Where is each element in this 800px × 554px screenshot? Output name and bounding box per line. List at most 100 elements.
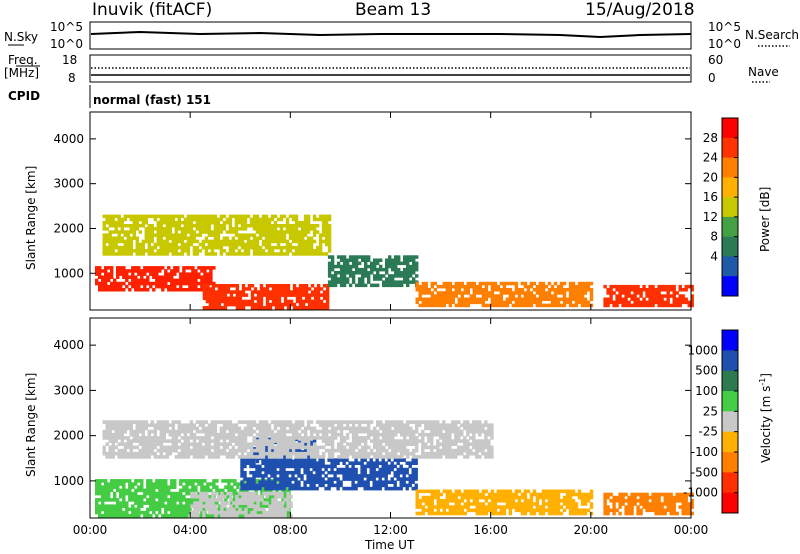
scatter-cell bbox=[274, 510, 278, 515]
scatter-cell bbox=[252, 439, 257, 443]
scatter-cell bbox=[202, 510, 206, 515]
scatter-cell bbox=[388, 255, 392, 259]
scatter-cell bbox=[306, 439, 311, 443]
scatter-cell bbox=[102, 214, 106, 219]
scatter-cell bbox=[152, 494, 156, 499]
nave-tick-bottom: 0 bbox=[708, 71, 716, 85]
scatter-cell bbox=[134, 482, 138, 486]
scatter-cell bbox=[144, 439, 148, 443]
scatter-cell bbox=[466, 502, 470, 506]
scatter-cell bbox=[427, 455, 431, 459]
scatter-cell bbox=[280, 306, 285, 310]
scatter-cell bbox=[107, 513, 111, 518]
scatter-cell bbox=[267, 426, 272, 431]
scatter-cell bbox=[406, 280, 410, 284]
scatter-cell bbox=[282, 442, 287, 446]
scatter-cell bbox=[271, 290, 276, 294]
scatter-cell bbox=[297, 432, 302, 437]
scatter-cell bbox=[180, 448, 185, 453]
scatter-cell bbox=[690, 297, 694, 301]
scatter-cell bbox=[264, 252, 269, 256]
scatter-cell bbox=[615, 303, 619, 308]
scatter-cell bbox=[451, 442, 455, 446]
scatter-cell bbox=[179, 513, 183, 518]
freq-tick-bottom: 8 bbox=[68, 71, 76, 85]
scatter-cell bbox=[430, 303, 434, 308]
scatter-cell bbox=[361, 271, 365, 275]
scatter-cell bbox=[475, 492, 479, 497]
scatter-cell bbox=[399, 477, 403, 481]
scatter-cell bbox=[270, 217, 275, 222]
scatter-cell bbox=[179, 288, 183, 292]
scatter-cell bbox=[165, 448, 169, 453]
scatter-cell bbox=[241, 498, 245, 502]
scatter-cell bbox=[457, 288, 461, 292]
scatter-cell bbox=[357, 283, 362, 288]
scatter-cell bbox=[376, 420, 380, 424]
scatter-cell bbox=[153, 432, 157, 437]
scatter-cell bbox=[454, 442, 458, 446]
scatter-cell bbox=[364, 445, 368, 450]
scatter-cell bbox=[469, 423, 473, 427]
scatter-cell bbox=[505, 303, 510, 308]
scatter-cell bbox=[402, 458, 406, 462]
scatter-cell bbox=[168, 233, 172, 237]
scatter-cell bbox=[291, 233, 296, 237]
y-tick-label: 3000 bbox=[53, 177, 84, 191]
scatter-cell bbox=[137, 272, 141, 276]
scatter-cell bbox=[265, 501, 269, 505]
scatter-cell bbox=[351, 420, 356, 424]
scatter-cell bbox=[201, 214, 206, 219]
scatter-cell bbox=[198, 445, 203, 450]
scatter-cell bbox=[116, 288, 120, 292]
scatter-cell bbox=[246, 442, 251, 446]
scatter-cell bbox=[384, 464, 388, 469]
scatter-cell bbox=[120, 436, 124, 440]
scatter-cell bbox=[505, 288, 510, 292]
scatter-cell bbox=[354, 477, 358, 481]
scatter-cell bbox=[244, 302, 249, 307]
scatter-cell bbox=[223, 494, 227, 499]
scatter-cell bbox=[319, 306, 324, 310]
scatter-cell bbox=[364, 420, 368, 424]
scatter-cell bbox=[294, 459, 299, 464]
scatter-cell bbox=[645, 300, 649, 305]
scatter-cell bbox=[146, 288, 150, 292]
scatter-cell bbox=[297, 252, 302, 256]
scatter-cell bbox=[249, 477, 253, 481]
scatter-cell bbox=[182, 488, 186, 493]
scatter-cell bbox=[394, 432, 398, 437]
scatter-cell bbox=[164, 494, 168, 499]
scatter-cell bbox=[261, 220, 266, 225]
scatter-cell bbox=[162, 242, 166, 247]
scatter-cell bbox=[259, 498, 263, 502]
scatter-cell bbox=[442, 505, 446, 509]
scatter-cell bbox=[182, 278, 186, 283]
scatter-cell bbox=[306, 445, 311, 450]
scatter-cell bbox=[399, 464, 403, 469]
scatter-cell bbox=[469, 489, 473, 494]
scatter-cell bbox=[123, 245, 127, 250]
colorbar-tick-label: 12 bbox=[703, 210, 718, 224]
scatter-cell bbox=[645, 288, 649, 292]
scatter-cell bbox=[304, 296, 309, 301]
scatter-cell bbox=[200, 275, 204, 279]
scatter-cell bbox=[168, 445, 172, 450]
scatter-cell bbox=[164, 491, 168, 496]
scatter-cell bbox=[445, 291, 449, 295]
scatter-cell bbox=[403, 436, 407, 440]
scatter-cell bbox=[654, 300, 658, 305]
scatter-cell bbox=[517, 288, 522, 292]
scatter-cell bbox=[319, 299, 324, 304]
scatter-cell bbox=[202, 491, 206, 496]
scatter-cell bbox=[147, 429, 151, 434]
scatter-cell bbox=[129, 429, 133, 434]
scatter-cell bbox=[170, 510, 174, 515]
scatter-cell bbox=[111, 239, 115, 244]
scatter-cell bbox=[156, 442, 160, 446]
scatter-cell bbox=[484, 451, 488, 456]
nsky-trace bbox=[90, 30, 692, 39]
scatter-cell bbox=[648, 300, 652, 305]
scatter-cell bbox=[288, 249, 293, 253]
scatter-cell bbox=[382, 423, 386, 427]
